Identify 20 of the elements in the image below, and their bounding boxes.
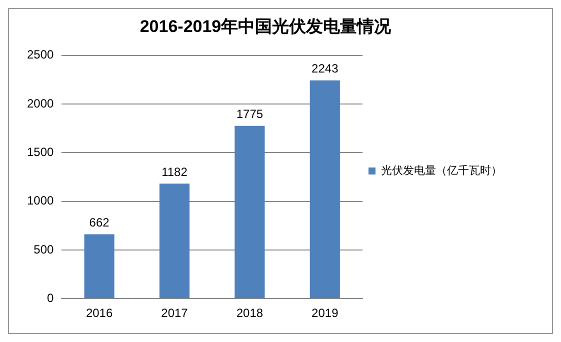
bar [234,126,265,298]
legend-label: 光伏发电量（亿千瓦时） [381,164,502,178]
x-tick-label: 2016 [86,306,113,320]
x-tick-label: 2017 [161,306,188,320]
bar [84,234,114,298]
y-tick-label: 2500 [26,48,54,62]
x-tick-label: 2018 [236,306,264,320]
y-tick-label: 2000 [26,96,54,110]
data-label: 2243 [312,62,339,76]
y-tick-label: 0 [47,290,54,305]
chart-title: 2016-2019年中国光伏发电量情况 [140,16,392,36]
y-tick-label: 500 [34,242,54,256]
data-label: 662 [89,216,110,230]
data-label: 1775 [236,107,264,122]
y-tick-label: 1000 [26,194,54,208]
x-tick-label: 2019 [312,306,339,320]
bar [159,184,190,298]
bar [310,80,340,298]
y-tick-label: 1500 [26,144,54,159]
data-label: 1182 [162,164,188,179]
